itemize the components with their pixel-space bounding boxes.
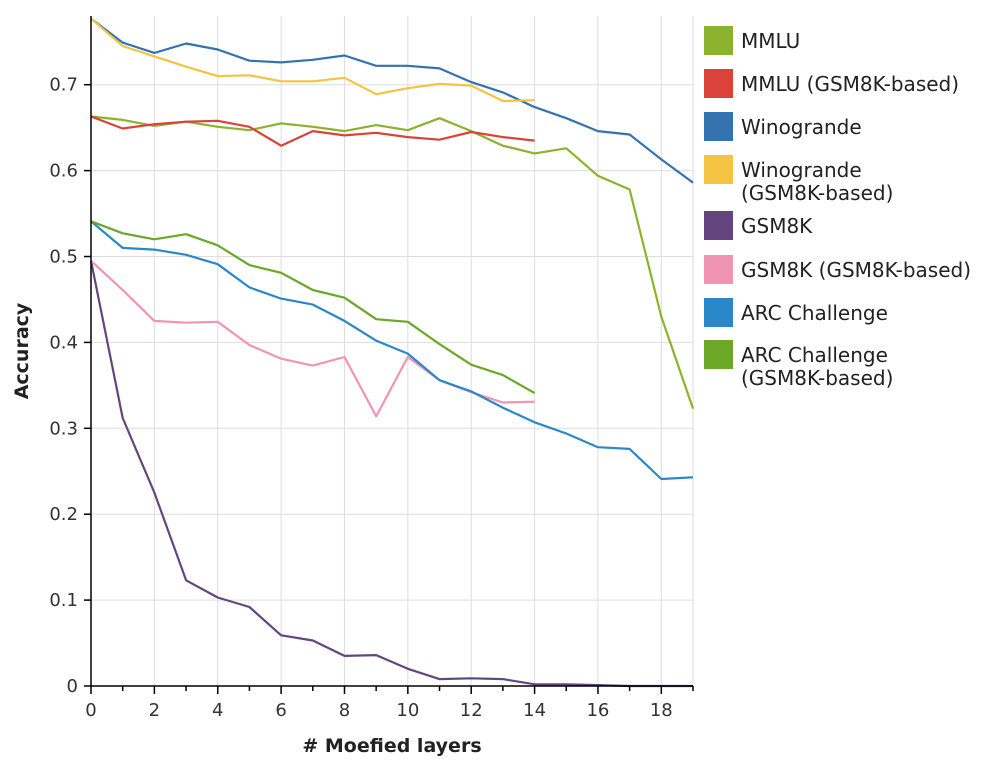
legend-label: (GSM8K-based)	[741, 181, 893, 205]
legend-swatch	[704, 298, 733, 327]
legend-swatch	[704, 255, 733, 284]
x-axis-title: # Moefied layers	[302, 735, 481, 757]
y-axis-title: Accuracy	[11, 302, 33, 399]
series-line-6	[90, 220, 694, 481]
legend-swatch	[704, 26, 733, 55]
legend-swatch	[704, 155, 733, 184]
x-tick-label: 16	[586, 700, 609, 721]
legend-label: GSM8K (GSM8K-based)	[741, 258, 971, 282]
y-tick-label: 0.3	[49, 418, 78, 439]
y-tick-label: 0.1	[49, 590, 78, 611]
y-tick-label: 0.4	[49, 332, 78, 353]
legend-label: GSM8K	[741, 214, 813, 238]
series-line-2	[90, 17, 694, 184]
legend-label: MMLU (GSM8K-based)	[741, 72, 959, 96]
x-tick-label: 10	[396, 700, 419, 721]
series-line-4	[89, 260, 693, 688]
x-tick-label: 14	[523, 700, 546, 721]
legend-swatch	[704, 69, 733, 98]
legend: MMLU MMLU (GSM8K-based) Winogrande Winogran…	[704, 26, 971, 390]
y-tick-label: 0.6	[49, 161, 78, 182]
legend-label: Winogrande	[741, 115, 862, 139]
series-line-0	[90, 115, 695, 409]
x-tick-label: 12	[460, 700, 483, 721]
x-tick-label: 0	[85, 700, 96, 721]
x-tick-label: 18	[650, 700, 673, 721]
series-line-5	[90, 259, 535, 418]
legend-label: ARC Challenge	[741, 301, 888, 325]
series-line-7	[90, 220, 536, 395]
legend-label: ARC Challenge	[741, 343, 888, 367]
y-tick-label: 0.2	[49, 504, 78, 525]
legend-label: (GSM8K-based)	[741, 366, 893, 390]
x-tick-label: 8	[339, 700, 350, 721]
series-lines	[89, 17, 695, 688]
legend-swatch	[704, 211, 733, 240]
y-tick-label: 0.5	[49, 247, 78, 268]
series-line-3	[90, 17, 535, 103]
y-tick-label: 0.7	[49, 75, 78, 96]
y-tick-label: 0	[67, 676, 78, 697]
x-tick-label: 6	[275, 700, 286, 721]
gridlines	[91, 16, 694, 686]
legend-swatch	[704, 340, 733, 369]
series-line-1	[90, 115, 535, 147]
x-tick-label: 4	[212, 700, 223, 721]
legend-label: Winogrande	[741, 158, 862, 182]
axes: 0 0.1 0.2 0.3 0.4 0.5 0.6 0.7 0 2 4 6 8 10 12 14 16 18	[49, 16, 694, 721]
x-tick-label: 2	[149, 700, 160, 721]
legend-swatch	[704, 112, 733, 141]
legend-label: MMLU	[741, 29, 800, 53]
